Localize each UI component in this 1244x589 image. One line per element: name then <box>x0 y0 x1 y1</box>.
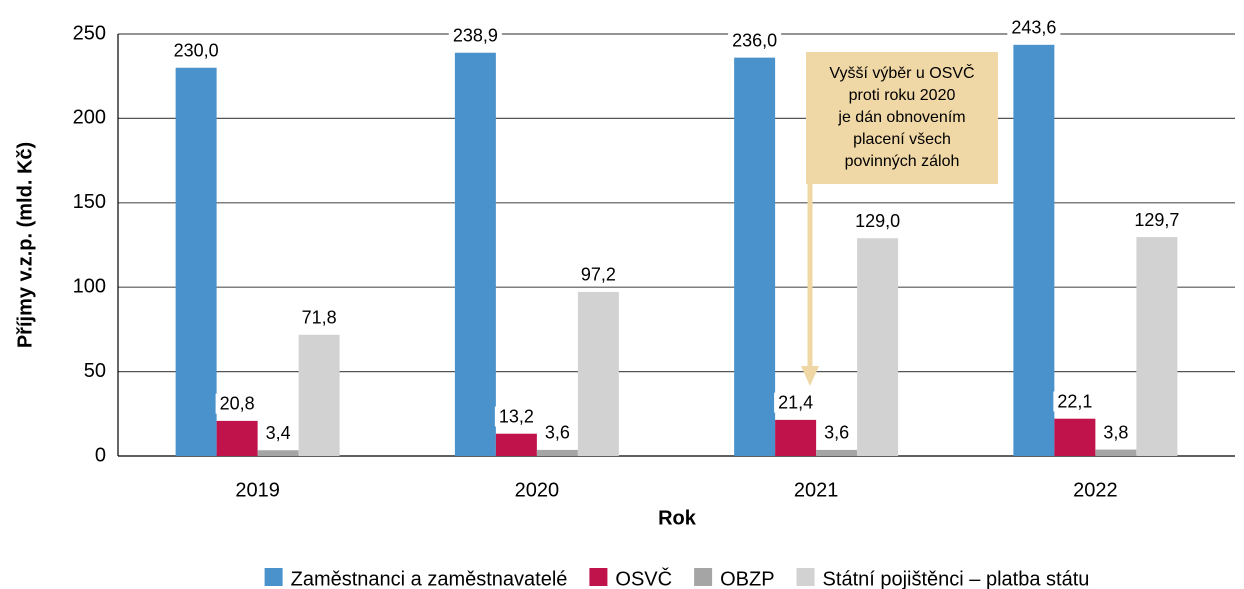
label-background <box>1099 422 1133 443</box>
label-background <box>576 264 620 285</box>
bar <box>454 52 496 456</box>
data-label: 3,6 <box>824 423 849 443</box>
bar <box>495 433 537 456</box>
data-label: 13,2 <box>499 406 534 426</box>
bar <box>175 67 217 456</box>
legend-swatch <box>264 568 283 586</box>
data-label: 236,0 <box>732 30 777 50</box>
legend-label: OBZP <box>720 568 774 589</box>
label-background <box>1053 391 1097 412</box>
data-label: 129,7 <box>1134 210 1179 230</box>
annotation-text: je dán obnovením <box>837 109 965 126</box>
x-tick-label: 2020 <box>515 479 560 501</box>
legend-swatch <box>796 568 815 586</box>
label-background <box>1007 17 1061 38</box>
bar <box>216 420 258 456</box>
label-background <box>169 40 223 61</box>
data-label: 71,8 <box>302 308 337 328</box>
data-label: 3,6 <box>545 423 570 443</box>
bar <box>1054 418 1096 456</box>
data-label: 3,8 <box>1103 422 1128 442</box>
y-tick-label: 0 <box>95 444 106 466</box>
label-background <box>728 30 782 51</box>
annotation-text: Vyšší výběr u OSVČ <box>829 63 974 82</box>
label-background <box>448 25 502 46</box>
y-tick-label: 150 <box>73 191 106 213</box>
y-tick-label: 100 <box>73 275 106 297</box>
legend-label: Zaměstnanci a zaměstnavatelé <box>291 568 568 589</box>
data-label: 97,2 <box>581 265 616 285</box>
bar <box>857 238 899 456</box>
label-background <box>540 422 574 443</box>
bar <box>577 291 619 456</box>
bar <box>775 419 817 456</box>
data-label: 3,4 <box>266 423 291 443</box>
annotation-text: placení všech <box>853 131 951 148</box>
y-axis-title: Příjmy v.z.p. (mld. Kč) <box>14 142 36 348</box>
legend-swatch <box>589 568 608 586</box>
data-label: 21,4 <box>778 393 813 413</box>
y-tick-label: 250 <box>73 22 106 44</box>
x-tick-label: 2022 <box>1073 479 1118 501</box>
label-background <box>215 393 259 414</box>
annotation-box <box>806 52 998 184</box>
data-label: 230,0 <box>174 41 219 61</box>
bar <box>1136 237 1178 456</box>
bar <box>734 57 776 457</box>
x-tick-label: 2021 <box>794 479 839 501</box>
legend-label: OSVČ <box>615 567 672 589</box>
label-background <box>774 392 818 413</box>
data-label: 129,0 <box>855 211 900 231</box>
bar <box>257 450 299 456</box>
label-background <box>1130 209 1184 230</box>
label-background <box>297 307 341 328</box>
label-background <box>494 406 538 427</box>
x-tick-label: 2019 <box>235 479 280 501</box>
x-axis-title: Rok <box>658 507 697 529</box>
data-label: 238,9 <box>453 25 498 45</box>
data-label: 243,6 <box>1011 18 1056 38</box>
legend-swatch <box>694 568 713 586</box>
legend-label: Státní pojištěnci – platba státu <box>823 568 1090 589</box>
bar <box>536 449 578 456</box>
data-label: 22,1 <box>1057 391 1092 411</box>
bar <box>816 449 858 456</box>
bar <box>1095 449 1137 456</box>
y-tick-label: 200 <box>73 107 106 129</box>
data-label: 20,8 <box>220 394 255 414</box>
annotation-text: povinných záloh <box>845 153 960 170</box>
annotation-arrowhead <box>801 366 819 386</box>
annotation-text: proti roku 2020 <box>849 87 956 104</box>
label-background <box>820 422 854 443</box>
label-background <box>851 210 905 231</box>
y-tick-label: 50 <box>84 360 106 382</box>
annotation: Vyšší výběr u OSVČ proti roku 2020 je dán … <box>801 52 998 386</box>
bar <box>1013 44 1055 457</box>
label-background <box>261 423 295 444</box>
legend: Zaměstnanci a zaměstnavatelé OSVČ OBZP Stát… <box>264 567 1090 589</box>
bar <box>298 334 340 456</box>
